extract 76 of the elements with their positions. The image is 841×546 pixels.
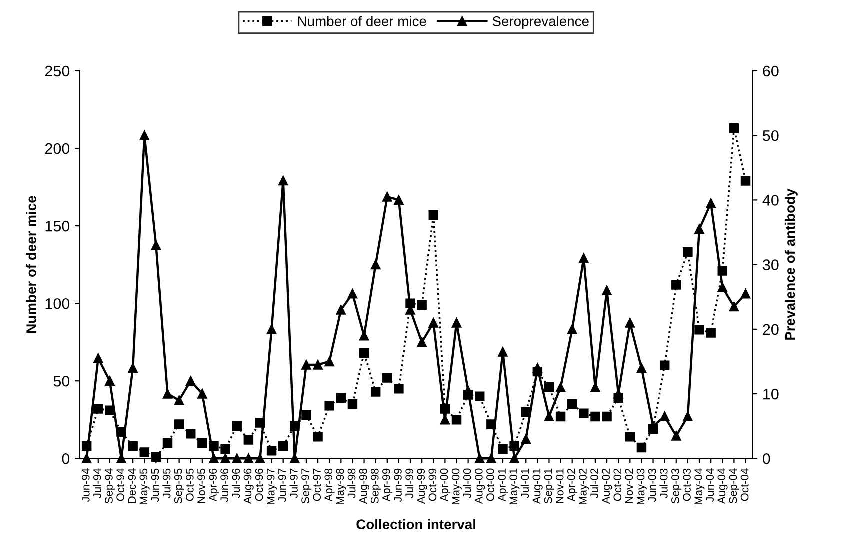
x-tick-label: Oct-04 [740, 468, 749, 502]
x-tick-label: Aug-96 [244, 468, 254, 504]
x-tick-label: Jul-94 [93, 468, 102, 498]
x-tick-label: Aug-04 [718, 468, 728, 504]
y2-tick-label: 50 [763, 130, 779, 142]
x-tick-label: Apr-96 [209, 468, 220, 502]
x-tick-label: Jun-94 [82, 468, 90, 502]
x-tick-label: Oct-96 [255, 468, 264, 502]
y2-tick-label: 60 [763, 66, 779, 77]
y-tick-label: 150 [46, 220, 70, 232]
x-tick-label: Sep-01 [544, 468, 554, 504]
x-tick-label: May-98 [336, 468, 346, 504]
x-tick-label: Aug-00 [474, 468, 486, 504]
x-tick-label: Jul-96 [232, 468, 240, 498]
x-tick-label: Apr-98 [324, 468, 335, 502]
x-tick-label: Sep-95 [174, 468, 184, 504]
x-tick-label: Jul-01 [520, 468, 530, 498]
x-tick-label: Oct-02 [614, 468, 622, 502]
legend-label: Number of deer mice [298, 16, 426, 26]
x-tick-label: May-04 [694, 468, 705, 504]
y2-tick-label: 30 [763, 260, 779, 270]
x-tick-label: Apr-00 [440, 468, 450, 502]
x-tick-label: Nov-01 [556, 468, 564, 504]
y-tick-label: 0 [62, 454, 70, 464]
y2-axis-title: Prevalence of antibody [784, 188, 798, 340]
x-axis-title: Collection interval [356, 519, 476, 530]
x-tick-label: Sep-03 [672, 468, 682, 504]
x-tick-label: Oct-99 [428, 468, 437, 502]
x-tick-label: Jul-95 [162, 468, 171, 498]
x-tick-label: Nov-02 [625, 468, 634, 504]
y-tick-label: 50 [54, 376, 70, 387]
x-tick-label: May-97 [266, 468, 277, 504]
x-tick-label: Jun-03 [648, 468, 656, 502]
x-tick-label: Jul-00 [463, 468, 472, 498]
x-tick-label: Aug-02 [602, 468, 612, 504]
x-tick-label: May-00 [452, 468, 462, 504]
x-tick-label: Oct-97 [313, 468, 322, 502]
x-tick-label: Sep-04 [729, 468, 740, 504]
x-tick-label: Sep-97 [302, 468, 312, 504]
x-tick-label: Apr-01 [498, 468, 508, 502]
x-tick-label: Aug-01 [532, 468, 543, 504]
y-tick-label: 100 [46, 298, 70, 310]
x-tick-label: Dec-94 [128, 468, 136, 504]
x-tick-label: Jun-97 [278, 468, 286, 502]
y2-tick-label: 40 [762, 195, 779, 206]
x-tick-label: Sep-94 [105, 468, 116, 504]
x-tick-label: Aug-99 [417, 468, 428, 504]
legend-label: Seroprevalence [492, 16, 589, 30]
x-tick-label: Jun-95 [151, 468, 160, 502]
x-tick-label: Jul-02 [590, 468, 598, 498]
y-tick-label: 250 [45, 66, 70, 77]
x-tick-label: May-95 [140, 468, 150, 504]
x-tick-label: Nov-95 [198, 468, 206, 504]
x-tick-label: Jul-97 [290, 468, 298, 498]
x-tick-label: Oct-94 [116, 468, 124, 502]
x-tick-label: May-02 [579, 468, 590, 504]
x-tick-label: May-03 [636, 468, 647, 504]
x-tick-label: Apr-99 [382, 468, 393, 502]
y2-tick-label: 20 [763, 324, 779, 336]
x-tick-label: Jul-03 [660, 468, 668, 498]
y2-tick-label: 0 [763, 454, 770, 464]
x-tick-label: Apr-02 [567, 468, 578, 502]
x-tick-label: Jul-99 [405, 468, 414, 498]
x-tick-label: Jun-04 [706, 468, 714, 502]
y-tick-label: 200 [45, 143, 70, 154]
x-tick-label: Jun-96 [220, 468, 229, 502]
x-tick-label: Sep-98 [370, 468, 382, 504]
x-tick-label: Oct-03 [683, 468, 691, 502]
x-tick-label: May-01 [510, 468, 520, 504]
x-tick-label: Jul-98 [348, 468, 356, 498]
x-tick-label: Oct-00 [486, 468, 494, 502]
y2-tick-label: 10 [764, 388, 779, 400]
x-tick-label: Oct-95 [186, 468, 194, 502]
x-tick-label: Aug-98 [359, 468, 370, 504]
y-axis-title: Number of deer mice [26, 196, 36, 333]
x-tick-label: Jun-99 [394, 468, 402, 502]
